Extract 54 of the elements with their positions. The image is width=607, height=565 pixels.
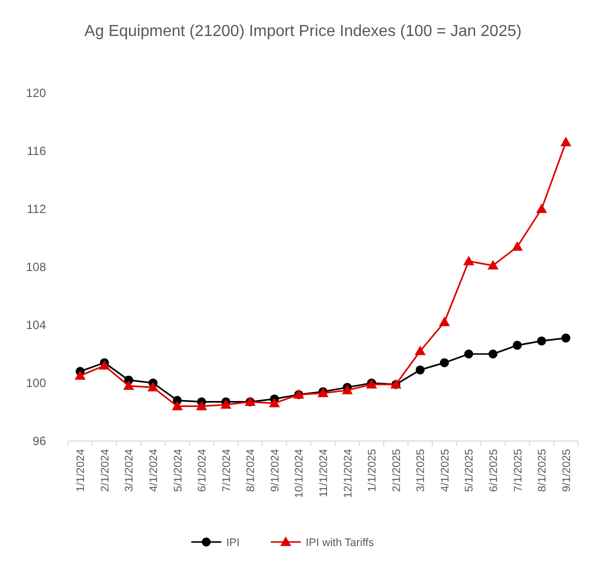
x-tick-label: 2/1/2024 [99, 449, 112, 492]
y-tick-label: 104 [26, 318, 46, 332]
point [416, 365, 425, 374]
point [488, 260, 498, 270]
y-tick-label: 116 [26, 144, 46, 158]
legend-label: IPI [226, 536, 240, 549]
point [172, 400, 183, 410]
legend-label: IPI with Tariffs [306, 536, 374, 549]
point [440, 358, 449, 368]
point [561, 334, 570, 343]
x-tick-label: 9/1/2025 [560, 449, 573, 492]
x-tick-label: 8/1/2025 [536, 449, 549, 492]
x-tick-label: 12/1/2024 [342, 449, 354, 498]
x-tick-label: 5/1/2025 [464, 449, 476, 492]
point [342, 384, 353, 394]
x-tick-label: 4/1/2024 [148, 449, 160, 492]
point [536, 204, 548, 213]
point [196, 400, 208, 410]
point [512, 340, 522, 350]
x-tick-label: 7/1/2024 [220, 449, 233, 492]
y-tick-label: 96 [32, 434, 46, 448]
x-tick-label: 9/1/2024 [269, 449, 282, 492]
x-tick-label: 3/1/2025 [415, 449, 428, 492]
x-tick-label: 5/1/2024 [172, 449, 184, 492]
chart-title: Ag Equipment (21200) Import Price Indexes (100 = Jan 2025) [84, 23, 522, 40]
point [414, 346, 426, 356]
point [560, 136, 572, 146]
point [464, 350, 474, 358]
point [438, 316, 450, 326]
point [488, 350, 498, 358]
x-tick-label: 11/1/2024 [318, 449, 330, 498]
y-tick-label: 100 [26, 376, 46, 390]
x-tick-label: 6/1/2025 [488, 449, 500, 492]
point [123, 380, 134, 390]
x-tick-label: 4/1/2025 [439, 449, 452, 492]
y-tick-label: 108 [26, 260, 46, 274]
x-tick-label: 1/1/2025 [366, 449, 379, 492]
y-tick-label: 112 [26, 202, 46, 216]
x-tick-label: 1/1/2024 [75, 449, 88, 492]
x-tick-label: 2/1/2025 [390, 449, 403, 492]
point [98, 360, 110, 370]
point [74, 370, 86, 380]
point [512, 241, 523, 251]
x-tick-label: 6/1/2024 [196, 449, 209, 492]
x-tick-label: 7/1/2025 [512, 449, 524, 492]
point [268, 398, 280, 408]
point [463, 256, 474, 266]
point [220, 399, 232, 409]
x-tick-label: 8/1/2024 [245, 449, 258, 492]
y-tick-label: 120 [26, 86, 46, 100]
point [537, 336, 546, 346]
point [148, 382, 158, 392]
x-tick-label: 10/1/2024 [294, 449, 306, 498]
x-tick-label: 3/1/2024 [124, 449, 136, 492]
